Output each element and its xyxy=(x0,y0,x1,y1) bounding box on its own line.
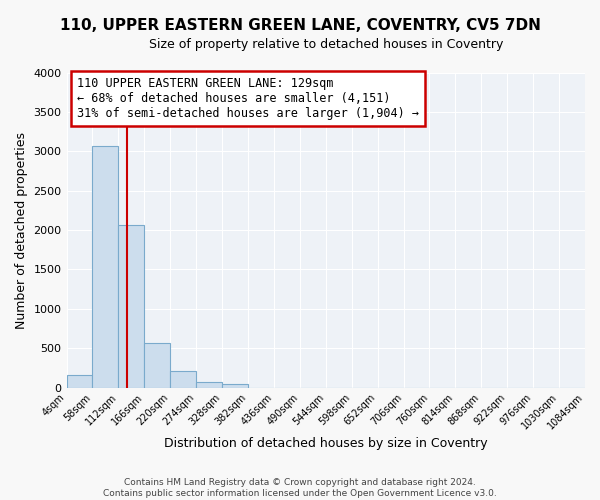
Text: 110, UPPER EASTERN GREEN LANE, COVENTRY, CV5 7DN: 110, UPPER EASTERN GREEN LANE, COVENTRY,… xyxy=(59,18,541,32)
Bar xyxy=(222,384,248,388)
Text: Contains HM Land Registry data © Crown copyright and database right 2024.
Contai: Contains HM Land Registry data © Crown c… xyxy=(103,478,497,498)
Title: Size of property relative to detached houses in Coventry: Size of property relative to detached ho… xyxy=(149,38,503,51)
Bar xyxy=(67,376,92,388)
Bar xyxy=(170,372,196,388)
Text: 110 UPPER EASTERN GREEN LANE: 129sqm
← 68% of detached houses are smaller (4,151: 110 UPPER EASTERN GREEN LANE: 129sqm ← 6… xyxy=(77,77,419,120)
X-axis label: Distribution of detached houses by size in Coventry: Distribution of detached houses by size … xyxy=(164,437,488,450)
Bar xyxy=(145,342,170,388)
Bar xyxy=(196,382,222,388)
Bar xyxy=(118,225,145,388)
Y-axis label: Number of detached properties: Number of detached properties xyxy=(15,132,28,328)
Bar xyxy=(92,146,118,388)
